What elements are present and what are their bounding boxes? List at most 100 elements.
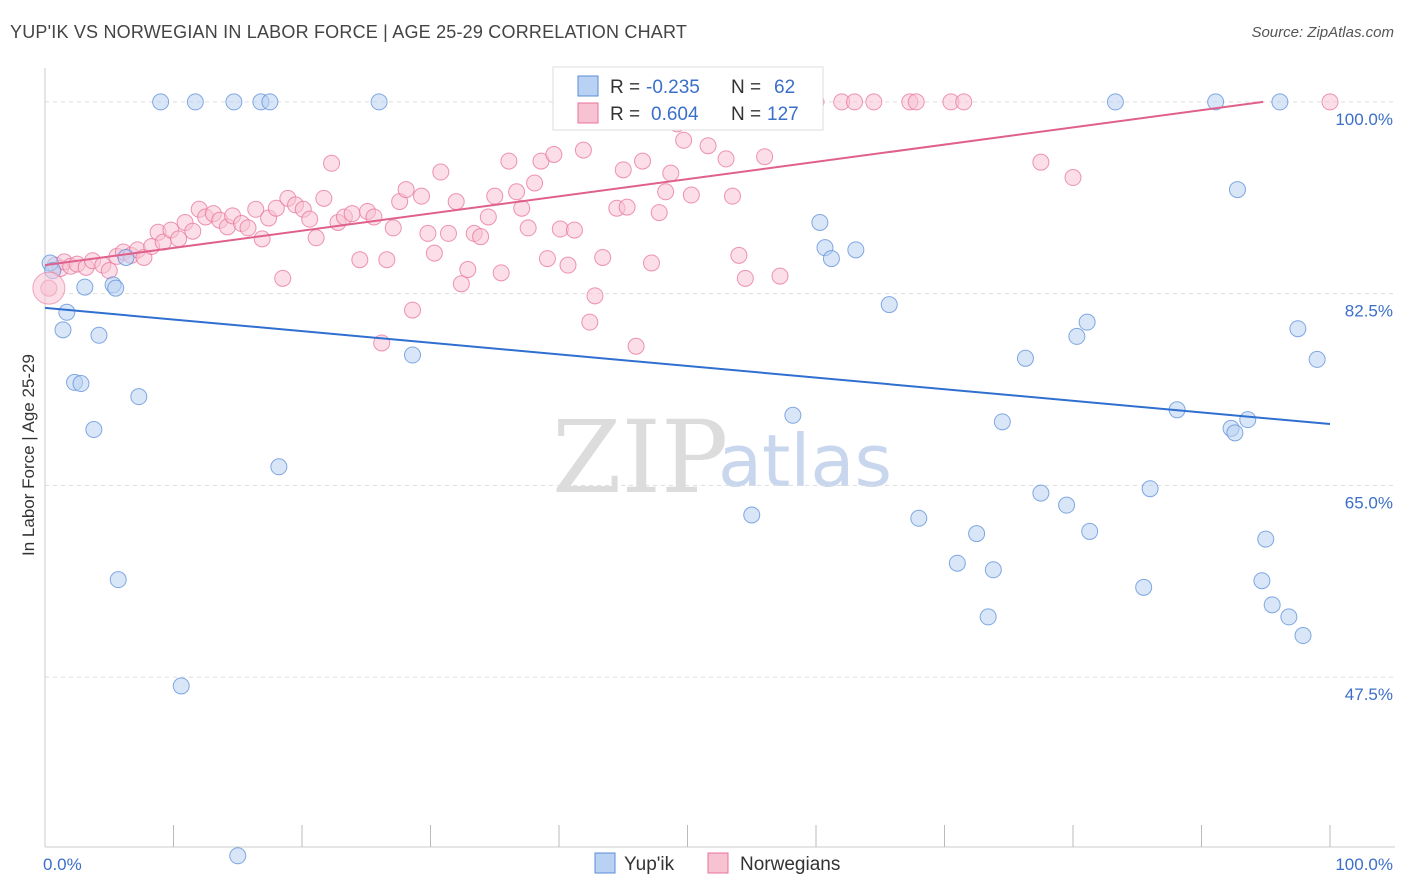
norwegians-point-49 [378,251,396,269]
yupik-point-11 [117,249,135,267]
norwegians-point-39 [307,229,325,247]
data-points [32,93,1339,865]
norwegians-point-110 [907,93,925,111]
legend-r-label-1: R = [610,77,640,98]
yupik-point-47 [1207,93,1225,111]
norwegians-point-93 [675,131,693,149]
yupik-point-39 [1058,496,1076,514]
norwegians-point-91 [662,164,680,182]
yupik-point-54 [1263,596,1281,614]
yupik-point-55 [1271,93,1289,111]
yupik-point-20 [261,93,279,111]
norwegians-point-33 [267,199,285,217]
yupik-point-42 [1081,522,1099,540]
yupik-point-10 [107,279,125,297]
yupik-point-52 [1257,530,1275,548]
axes [44,68,1395,848]
norwegians-point-19 [170,230,188,248]
yupik-point-57 [1289,320,1307,338]
yupik-point-56 [1280,608,1298,626]
legend-box: R = -0.235 N = 62 R = 0.604 N = 127 [552,66,824,131]
bottom-legend-label-norwegians: Norwegians [740,854,840,875]
norwegians-point-90 [657,183,675,201]
norwegians-point-63 [472,228,490,246]
norwegians-point-112 [955,93,973,111]
norwegians-point-21 [184,222,202,240]
yupik-point-37 [1016,349,1034,367]
y-tick-label-2: 82.5% [1345,302,1393,321]
yupik-point-15 [172,677,190,695]
yupik-point-28 [822,250,840,268]
norwegians-point-9 [100,262,118,280]
bottom-legend-swatch-norwegians [707,852,729,874]
yupik-point-51 [1239,411,1257,429]
norwegians-point-38 [301,210,319,228]
norwegians-point-76 [559,256,577,274]
x-tick-label-0: 0.0% [43,855,82,874]
grid-lines [45,101,1395,678]
norwegians-point-98 [730,246,748,264]
yupik-point-12 [109,571,127,589]
yupik-point-18 [229,847,247,865]
yupik-point-35 [984,561,1002,579]
norwegians-point-78 [574,141,592,159]
norwegians-point-41 [323,154,341,172]
legend-n-value-2: 127 [767,104,799,125]
legend-r-label-2: R = [610,104,640,125]
norwegians-point-108 [865,93,883,111]
norwegians-point-81 [594,249,612,267]
norwegians-point-101 [756,148,774,166]
norwegians-point-58 [439,224,457,242]
yupik-point-22 [370,93,388,111]
norwegians-point-74 [545,146,563,164]
yupik-point-36 [993,413,1011,431]
yupik-point-31 [910,509,928,527]
norwegians-point-71 [526,174,544,192]
norwegians-point-29 [239,219,257,237]
norwegians-point-113 [1032,153,1050,171]
norwegians-point-115 [1321,93,1339,111]
legend-n-value-1: 62 [774,77,795,98]
yupik-point-34 [979,608,997,626]
yupik-point-7 [85,421,103,439]
yupik-point-16 [186,93,204,111]
norwegians-point-68 [508,183,526,201]
norwegians-point-88 [643,254,661,272]
legend-swatch-norwegians [577,102,599,124]
yupik-point-2 [54,321,72,339]
norwegians-point-54 [413,187,431,205]
norwegians-point-80 [586,287,604,305]
norwegians-point-114 [1064,169,1082,187]
norwegians-point-53 [404,301,422,319]
norwegians-point-79 [581,313,599,331]
yupik-point-38 [1032,484,1050,502]
norwegians-point-75 [551,220,569,238]
norwegians-point-large [32,271,66,305]
yupik-point-3 [58,303,76,321]
norwegians-point-61 [459,261,477,279]
yupik-point-29 [847,241,865,259]
bottom-legend-swatch-yupik [594,852,616,874]
yupik-point-30 [880,296,898,314]
norwegians-point-55 [419,224,437,242]
norwegians-point-44 [343,205,361,223]
norwegians-point-34 [274,269,292,287]
norwegians-point-52 [397,181,415,199]
norwegians-point-97 [723,187,741,205]
norwegians-point-84 [614,161,632,179]
norwegians-point-40 [315,189,333,207]
norwegians-point-59 [447,193,465,211]
yupik-point-49 [1226,424,1244,442]
norwegians-point-94 [682,186,700,204]
yupik-point-53 [1253,572,1271,590]
norwegians-point-99 [736,269,754,287]
tick-labels: 47.5% 65.0% 82.5% 100.0% 0.0% 100.0% [43,110,1393,874]
yupik-point-58 [1294,627,1312,645]
yupik-point-25 [784,406,802,424]
yupik-point-6 [76,278,94,296]
yupik-trend-line [44,306,1331,426]
yupik-point-32 [948,554,966,572]
norwegians-point-50 [384,219,402,237]
norwegians-point-57 [432,163,450,181]
